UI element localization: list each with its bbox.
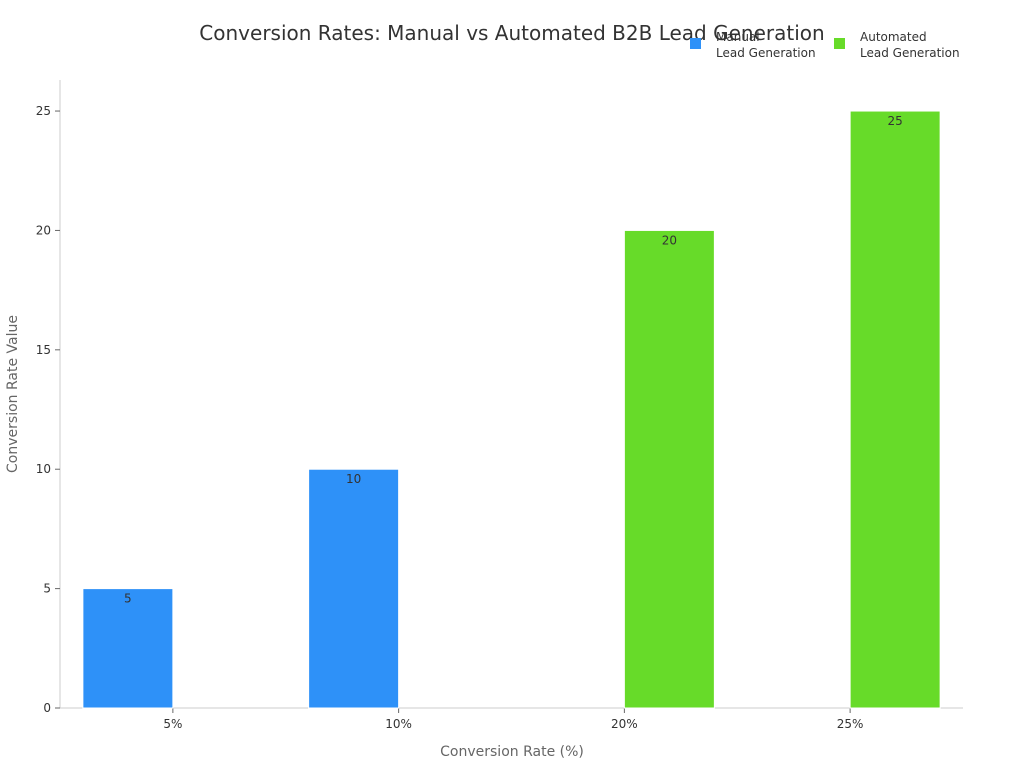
y-tick-label: 20 <box>36 223 51 237</box>
bar-data-label: 10 <box>346 472 361 486</box>
legend-label: Automated Lead Generation <box>860 30 960 60</box>
plot-area: 0 5 10 15 20 25 5% 5 10% 10 20% 20 25% 25 <box>36 80 963 731</box>
x-tick-label: 20% <box>611 717 638 731</box>
legend-item: Manual Lead Generation <box>690 30 816 60</box>
legend-label: Manual Lead Generation <box>716 30 816 60</box>
y-tick-label: 25 <box>36 104 51 118</box>
y-tick-label: 5 <box>43 582 51 596</box>
bar <box>308 468 400 709</box>
legend: Manual Lead Generation Automated Lead Gener… <box>690 30 960 60</box>
y-axis-label: Conversion Rate Value <box>5 315 21 473</box>
y-tick-label: 15 <box>36 343 51 357</box>
legend-swatch <box>690 38 701 49</box>
bar <box>623 229 715 709</box>
chart-title: Conversion Rates: Manual vs Automated B2… <box>199 21 824 45</box>
x-axis-label: Conversion Rate (%) <box>440 744 584 760</box>
x-tick-label: 25% <box>837 717 864 731</box>
y-tick-label: 0 <box>43 701 51 715</box>
bar-data-label: 25 <box>887 114 902 128</box>
bar-data-label: 20 <box>662 233 677 247</box>
x-tick-label: 5% <box>163 717 182 731</box>
bar <box>849 110 941 709</box>
bar-data-label: 5 <box>124 592 132 606</box>
legend-swatch <box>834 38 845 49</box>
bar <box>82 588 174 709</box>
legend-item: Automated Lead Generation <box>834 30 960 60</box>
x-tick-label: 10% <box>385 717 412 731</box>
y-tick-label: 10 <box>36 462 51 476</box>
